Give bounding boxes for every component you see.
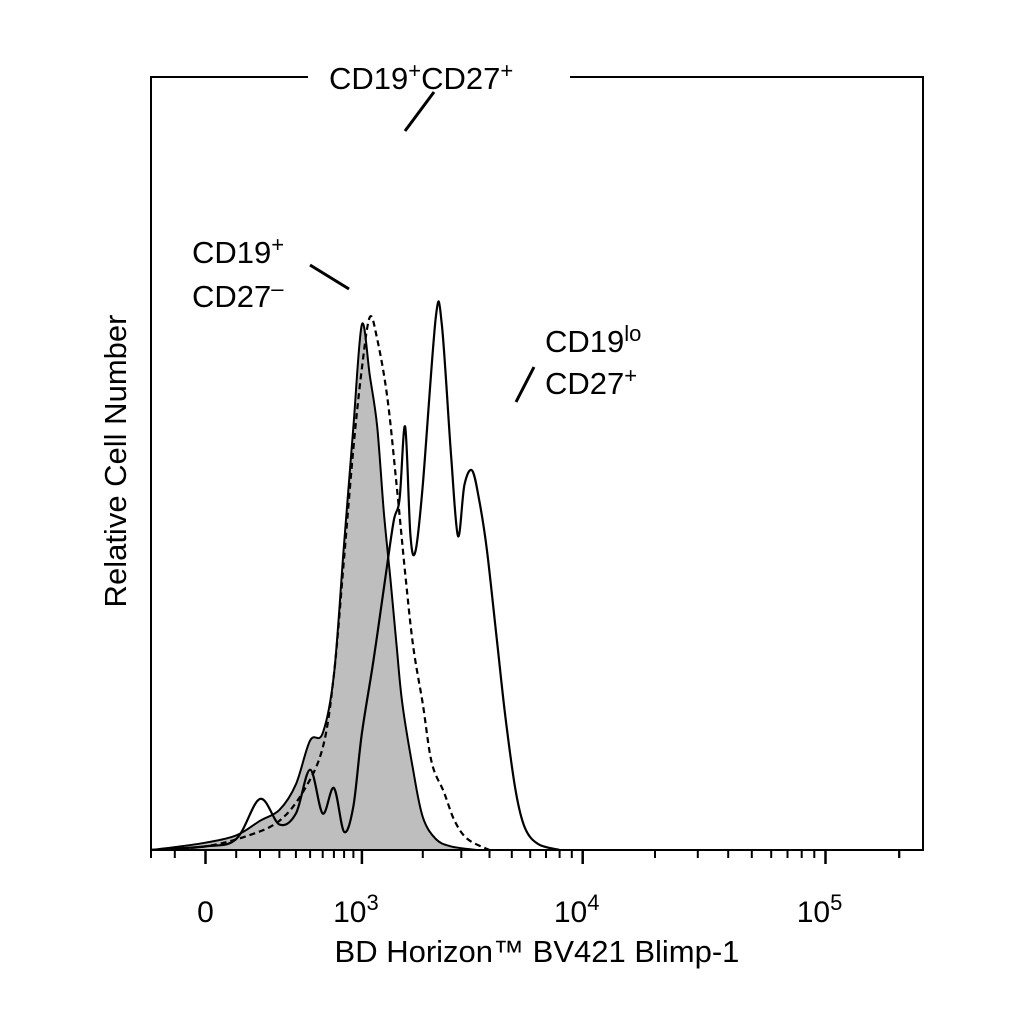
annotation-dashed-sup2: + bbox=[500, 58, 513, 83]
annotation-filled-line1: CD19+ bbox=[192, 232, 284, 270]
annotation-filled-line2: CD27– bbox=[192, 276, 284, 314]
dashed-series-line bbox=[150, 314, 490, 852]
annotation-dashed-base2: CD27 bbox=[421, 61, 500, 96]
annotation-dashed-sup: + bbox=[408, 58, 421, 83]
annotation-solid-base1: CD19 bbox=[545, 324, 624, 359]
x-tick-label: 0 bbox=[197, 896, 214, 929]
annotation-filled-sup2: – bbox=[271, 276, 284, 301]
solid-series-line bbox=[150, 300, 560, 852]
annotation-solid-sup1: lo bbox=[624, 321, 641, 346]
series-layer bbox=[150, 300, 560, 852]
annotation-filled-sup1: + bbox=[271, 232, 284, 257]
title-backdrop bbox=[308, 58, 570, 94]
filled-series-area bbox=[150, 322, 477, 851]
annotation-solid-sup2: + bbox=[624, 363, 637, 388]
x-axis-title: BD Horizon™ BV421 Blimp-1 bbox=[335, 934, 740, 969]
x-tick-label: 103 bbox=[333, 890, 379, 929]
x-tick-label: 105 bbox=[797, 890, 843, 929]
annotation-solid-base2: CD27 bbox=[545, 366, 624, 401]
annotation-dashed-series: CD19+CD27+ bbox=[329, 58, 513, 96]
leader-solid-series bbox=[514, 366, 536, 403]
annotation-filled-base1: CD19 bbox=[192, 235, 271, 270]
leader-filled-series bbox=[309, 263, 350, 291]
annotation-dashed-base: CD19 bbox=[329, 61, 408, 96]
annotation-solid-line1: CD19lo bbox=[545, 321, 641, 359]
leader-dashed-series bbox=[403, 91, 436, 132]
x-axis-ticks: 0 103 104 105 bbox=[150, 850, 901, 929]
annotation-solid-line2: CD27+ bbox=[545, 363, 637, 401]
annotation-filled-base2: CD27 bbox=[192, 279, 271, 314]
x-tick-label: 104 bbox=[554, 890, 600, 929]
y-axis-title: Relative Cell Number bbox=[98, 315, 133, 608]
plot-frame bbox=[150, 76, 924, 851]
